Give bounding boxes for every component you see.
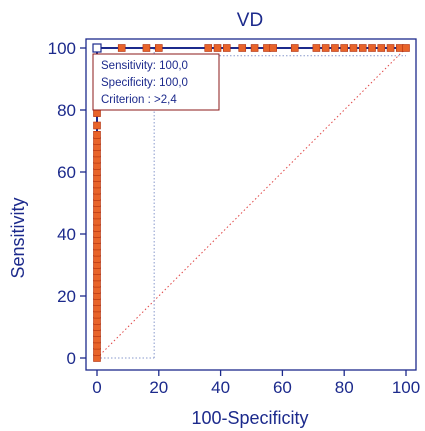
roc-point-marker	[117, 44, 126, 52]
roc-point-marker	[321, 44, 330, 52]
x-tick-label: 40	[211, 378, 230, 397]
roc-point-marker	[93, 121, 101, 130]
roc-point-marker	[269, 44, 277, 52]
roc-point-marker	[358, 44, 367, 52]
x-tick-label: 80	[335, 378, 354, 397]
x-tick-label: 0	[92, 378, 101, 397]
roc-point-marker	[402, 44, 410, 52]
chart-title: VD	[237, 10, 263, 31]
roc-point-marker	[204, 44, 213, 52]
x-tick-label: 20	[149, 378, 168, 397]
info-criterion: Criterion : >2,4	[101, 94, 177, 106]
roc-point-marker	[368, 44, 376, 52]
marker-layer	[92, 43, 410, 362]
info-box: Sensitivity: 100,0 Specificity: 100,0 Cr…	[92, 53, 220, 111]
criterion-point-marker	[92, 43, 102, 53]
roc-point-marker	[386, 44, 395, 52]
criterion-guides-layer	[97, 48, 406, 359]
roc-point-marker	[155, 44, 163, 52]
y-tick-label: 100	[48, 39, 76, 58]
x-axis-label: 100-Specificity	[191, 408, 308, 428]
roc-point-marker	[213, 44, 222, 52]
roc-point-marker	[222, 44, 231, 52]
roc-point-marker	[312, 44, 321, 52]
y-axis-ticks: 0 20 40 60 80 100	[48, 39, 86, 368]
reference-line-layer	[96, 47, 407, 359]
x-tick-label: 60	[273, 378, 292, 397]
info-box-frame	[92, 53, 220, 111]
plot-frame	[85, 38, 417, 371]
roc-point-marker	[290, 44, 299, 52]
y-tick-label: 80	[57, 101, 76, 120]
reference-diagonal	[96, 47, 407, 359]
y-tick-label: 20	[57, 287, 76, 306]
x-axis-ticks: 0 20 40 60 80 100	[92, 370, 420, 397]
roc-point-marker	[238, 44, 247, 52]
roc-point-marker	[93, 109, 101, 117]
y-axis-label: Sensitivity	[8, 197, 28, 278]
info-specificity: Specificity: 100,0	[101, 77, 188, 89]
y-axis-label-group: Sensitivity	[8, 197, 28, 278]
roc-point-marker	[142, 44, 151, 52]
roc-point-marker	[93, 131, 101, 139]
y-tick-label: 0	[67, 349, 76, 368]
info-sensitivity: Sensitivity: 100,0	[101, 60, 188, 72]
roc-point-marker	[250, 44, 259, 52]
y-tick-label: 60	[57, 163, 76, 182]
x-tick-label: 100	[392, 378, 420, 397]
roc-point-marker	[331, 44, 339, 52]
roc-point-marker	[340, 44, 349, 52]
roc-point-marker	[349, 44, 358, 52]
roc-point-marker	[377, 44, 386, 52]
y-tick-label: 40	[57, 225, 76, 244]
